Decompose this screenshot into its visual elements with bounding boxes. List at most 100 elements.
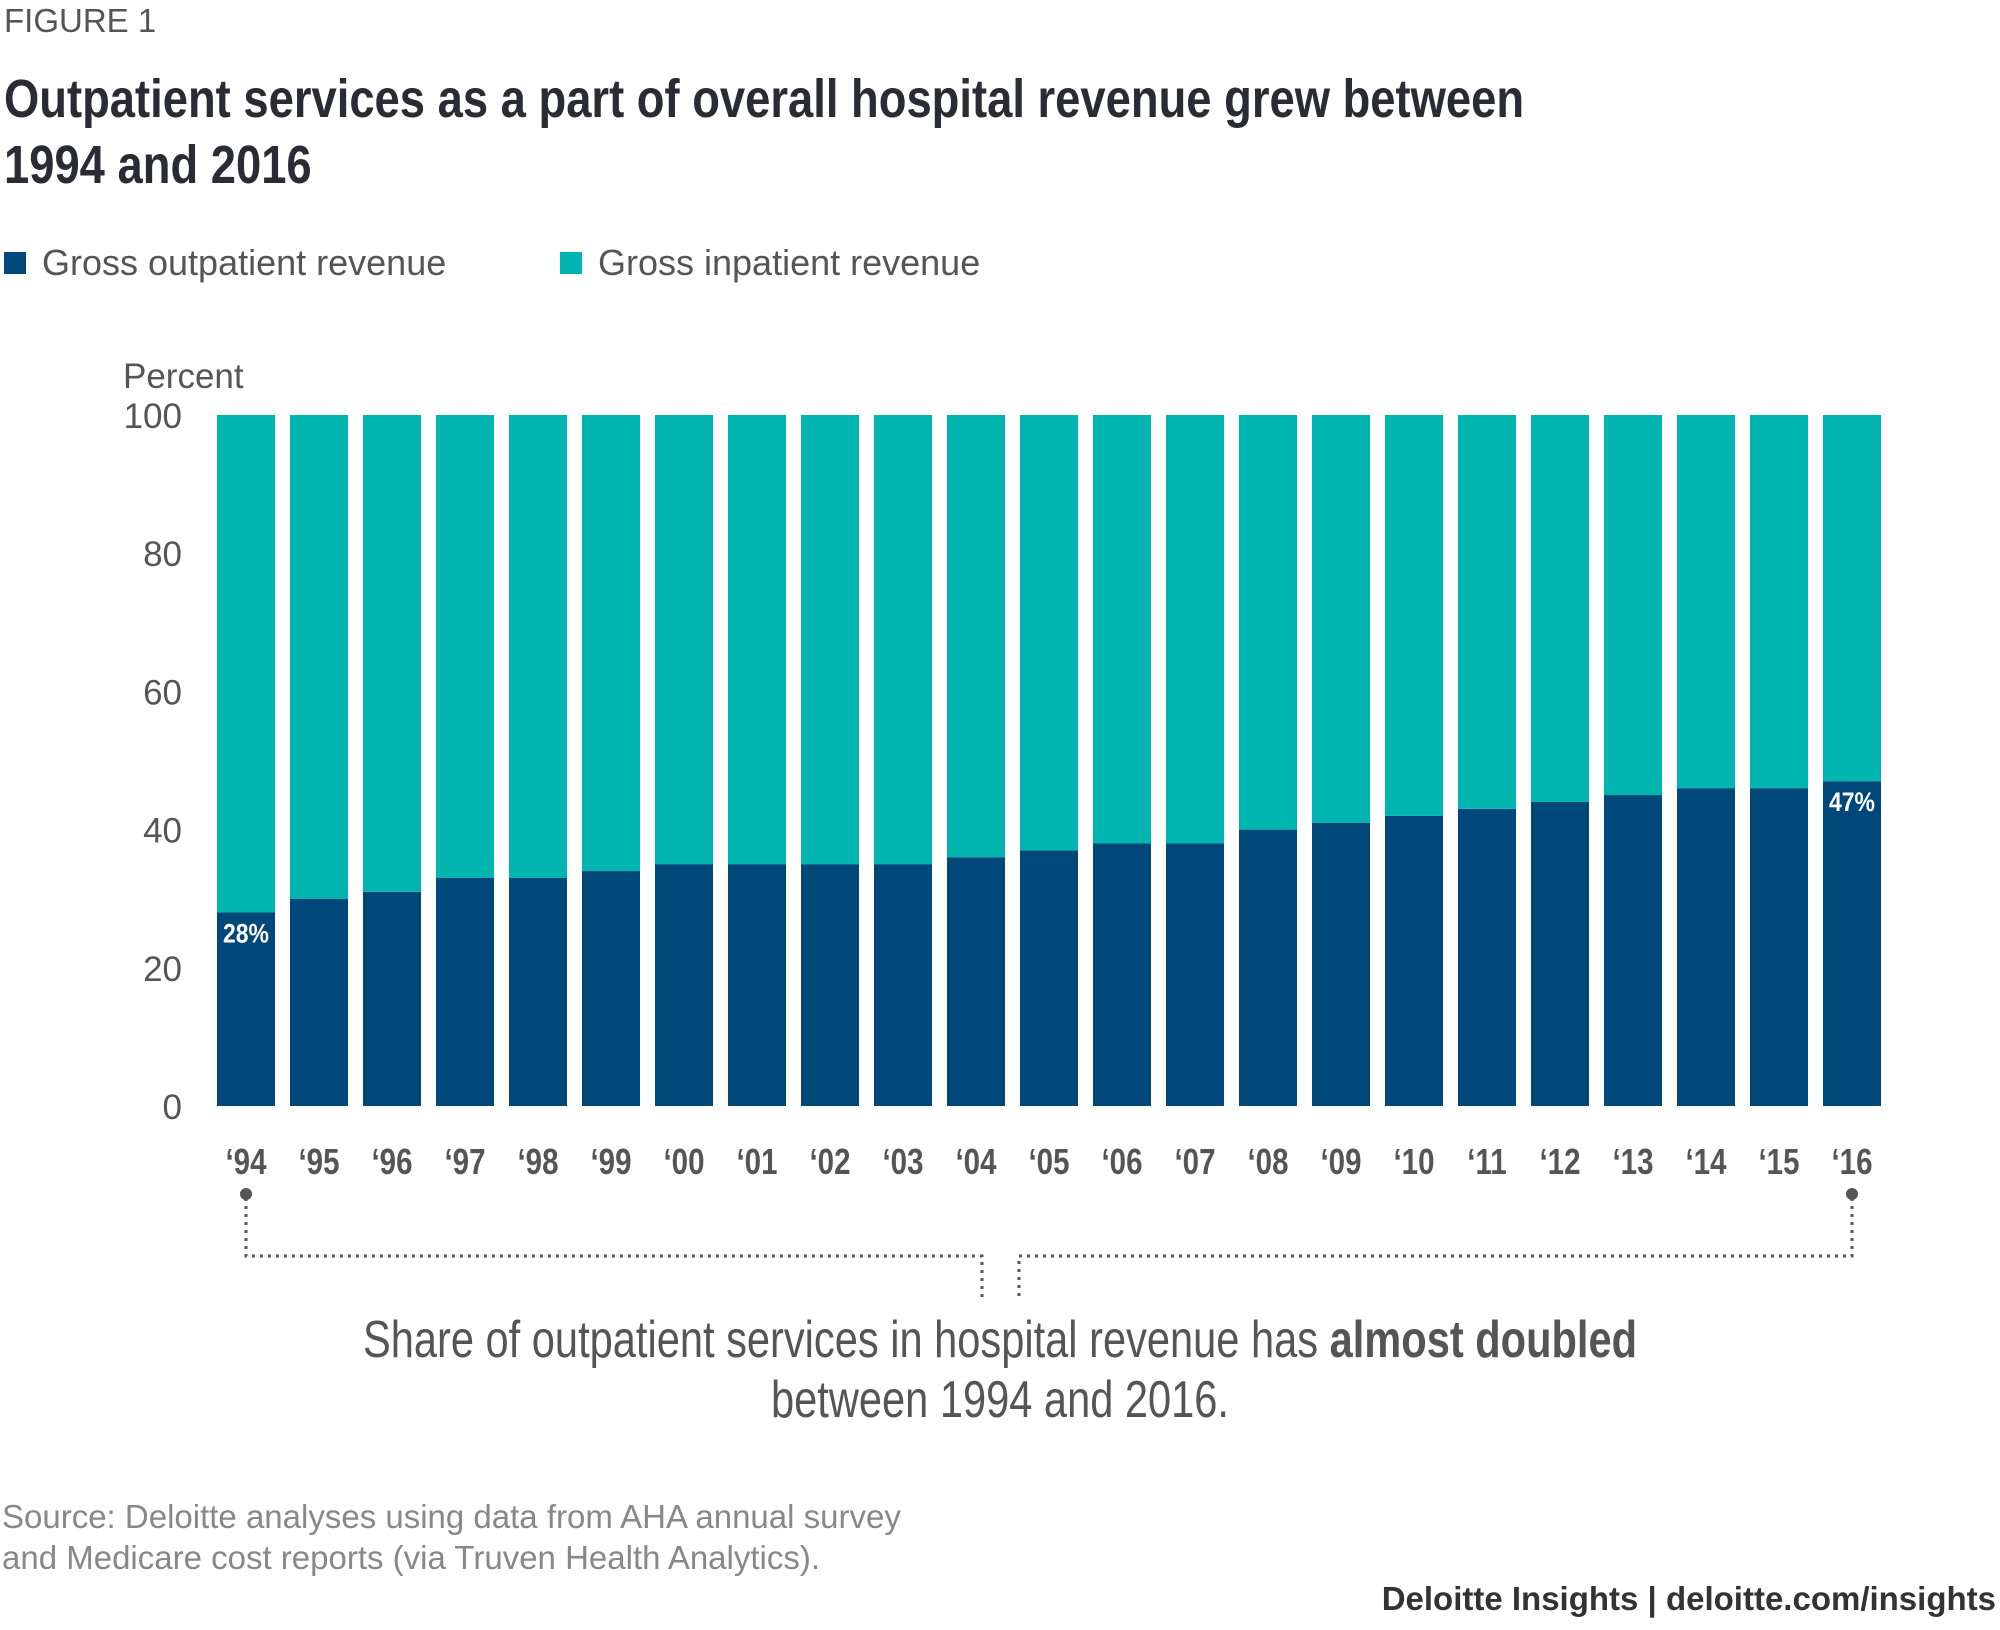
bar-inpatient [874,415,932,865]
bar-inpatient [1385,415,1443,816]
bar-inpatient [1093,415,1151,844]
bar-inpatient [217,415,275,913]
legend-swatch-inpatient [560,252,582,274]
x-tick-label: ‘01 [736,1141,777,1181]
source-line-1: Source: Deloitte analyses using data fro… [2,1498,901,1535]
bar-outpatient [1531,801,1589,1106]
bar-inpatient [363,415,421,892]
bar-inpatient [436,415,494,878]
annotation-line-1: Share of outpatient services in hospital… [200,1310,1800,1370]
x-tick-label: ‘95 [298,1141,339,1181]
bar-outpatient [801,864,859,1106]
x-tick-label: ‘00 [663,1141,704,1181]
bar-outpatient [1020,850,1078,1106]
y-tick-label: 60 [143,673,182,712]
bar-inpatient [1239,415,1297,830]
y-tick-label: 40 [143,812,182,851]
legend-label-outpatient: Gross outpatient revenue [42,242,447,283]
y-tick-label: 20 [143,950,182,989]
legend-swatch-outpatient [4,252,26,274]
legend-label-inpatient: Gross inpatient revenue [598,242,981,283]
chart-title: Outpatient services as a part of overall… [4,66,1524,198]
bar-outpatient [1166,843,1224,1106]
title-line-1: Outpatient services as a part of overall… [4,69,1525,129]
x-tick-label: ‘02 [809,1141,850,1181]
bar-inpatient [1020,415,1078,851]
x-tick-label: ‘08 [1247,1141,1288,1181]
bar-inpatient [728,415,786,865]
x-tick-label: ‘12 [1539,1141,1580,1181]
bar-inpatient [1750,415,1808,789]
annotation-emphasis: almost doubled [1329,1311,1638,1369]
bracket-dot-start [240,1188,252,1200]
bar-inpatient [655,415,713,865]
x-tick-label: ‘04 [955,1141,997,1181]
bar-outpatient [436,877,494,1106]
annotation-line-2: between 1994 and 2016. [770,1371,1229,1429]
bar-inpatient [509,415,567,878]
bar-outpatient [1239,829,1297,1106]
y-axis-label: Percent [123,357,244,396]
bar-outpatient [582,871,640,1106]
bar-outpatient [363,891,421,1106]
bar-outpatient [1823,781,1881,1106]
bar-outpatient [1458,808,1516,1106]
x-tick-label: ‘98 [517,1141,558,1181]
x-tick-label: ‘06 [1101,1141,1142,1181]
legend-item-outpatient: Gross outpatient revenue [4,242,446,284]
bar-outpatient [1312,822,1370,1106]
source-line-2: and Medicare cost reports (via Truven He… [2,1539,821,1576]
x-tick-label: ‘15 [1758,1141,1799,1181]
bracket-left [244,1198,984,1300]
bar-inpatient [290,415,348,899]
data-label: 47% [1829,788,1875,818]
title-line-2: 1994 and 2016 [4,135,312,195]
data-label: 28% [223,919,269,949]
bar-inpatient [1823,415,1881,782]
legend-item-inpatient: Gross inpatient revenue [560,242,980,284]
x-tick-label: ‘10 [1393,1141,1434,1181]
bar-outpatient [290,898,348,1106]
bar-outpatient [1677,788,1735,1106]
bar-inpatient [1531,415,1589,802]
x-tick-label: ‘16 [1831,1141,1872,1181]
x-tick-label: ‘14 [1685,1141,1727,1181]
bar-inpatient [582,415,640,872]
bar-inpatient [947,415,1005,858]
x-tick-label: ‘99 [590,1141,631,1181]
bar-inpatient [1458,415,1516,809]
x-tick-label: ‘11 [1467,1141,1506,1181]
y-tick-label: 0 [163,1088,182,1127]
bar-outpatient [655,864,713,1106]
bar-inpatient [1312,415,1370,823]
bracket-right [1017,1198,1854,1300]
bar-outpatient [1093,843,1151,1106]
x-tick-label: ‘94 [225,1141,267,1181]
bracket-dot-end [1846,1188,1858,1200]
x-tick-label: ‘07 [1174,1141,1215,1181]
x-tick-label: ‘09 [1320,1141,1361,1181]
bar-inpatient [801,415,859,865]
x-tick-label: ‘97 [444,1141,485,1181]
bar-inpatient [1604,415,1662,796]
bar-outpatient [1750,788,1808,1106]
bar-outpatient [509,877,567,1106]
footer-credit: Deloitte Insights | deloitte.com/insight… [1381,1580,1996,1617]
bar-outpatient [874,864,932,1106]
bar-inpatient [1677,415,1735,789]
bar-inpatient [1166,415,1224,844]
bar-outpatient [1385,815,1443,1106]
bar-outpatient [947,857,1005,1106]
x-tick-label: ‘05 [1028,1141,1069,1181]
bar-outpatient [1604,795,1662,1106]
x-tick-label: ‘03 [882,1141,923,1181]
y-tick-label: 100 [124,397,182,436]
figure-label: FIGURE 1 [4,2,157,39]
bar-outpatient [217,912,275,1106]
annotation-text: Share of outpatient services in hospital… [362,1311,1330,1369]
y-tick-label: 80 [143,535,182,574]
x-tick-label: ‘96 [371,1141,412,1181]
bar-outpatient [728,864,786,1106]
x-tick-label: ‘13 [1612,1141,1653,1181]
